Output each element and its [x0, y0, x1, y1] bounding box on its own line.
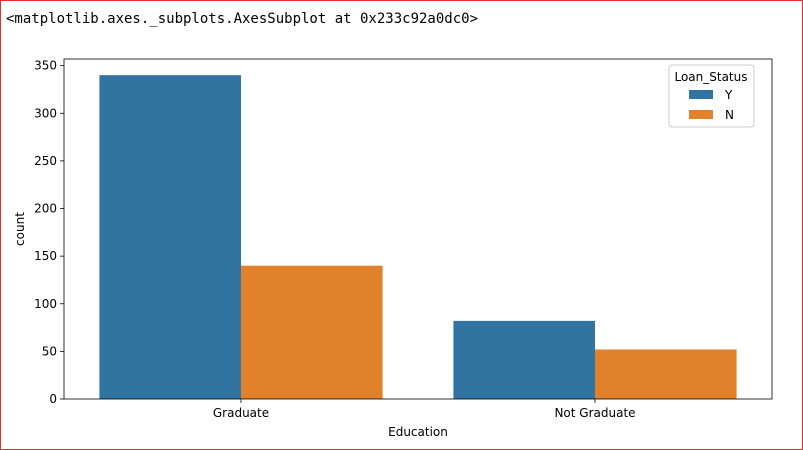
x-tick-label: Not Graduate	[554, 406, 635, 420]
y-axis-label: count	[13, 212, 27, 246]
plot-frame	[63, 58, 773, 400]
legend-swatch-N	[689, 110, 713, 119]
x-tick-label: Graduate	[213, 406, 269, 420]
bar-Y-not-graduate	[453, 320, 595, 399]
bar-N-graduate	[241, 265, 383, 399]
y-tick-label: 250	[34, 154, 57, 168]
legend-title: Loan_Status	[674, 70, 747, 84]
bar-Y-graduate	[99, 75, 242, 399]
y-tick-label: 150	[34, 249, 57, 263]
bar-N-not-graduate	[595, 349, 737, 399]
legend-swatch-Y	[689, 90, 713, 99]
y-tick-label: 0	[49, 392, 57, 406]
output-repr-text: <matplotlib.axes._subplots.AxesSubplot a…	[6, 11, 479, 27]
y-tick-label: 100	[34, 297, 57, 311]
y-tick-label: 350	[34, 59, 57, 73]
x-axis-label: Education	[388, 425, 448, 439]
y-tick-label: 200	[34, 202, 57, 216]
legend-label-Y: Y	[724, 88, 733, 102]
legend-label-N: N	[725, 108, 734, 122]
y-tick-label: 300	[34, 106, 57, 120]
legend: Loan_Status YN	[668, 64, 755, 128]
y-tick-label: 50	[42, 344, 57, 358]
